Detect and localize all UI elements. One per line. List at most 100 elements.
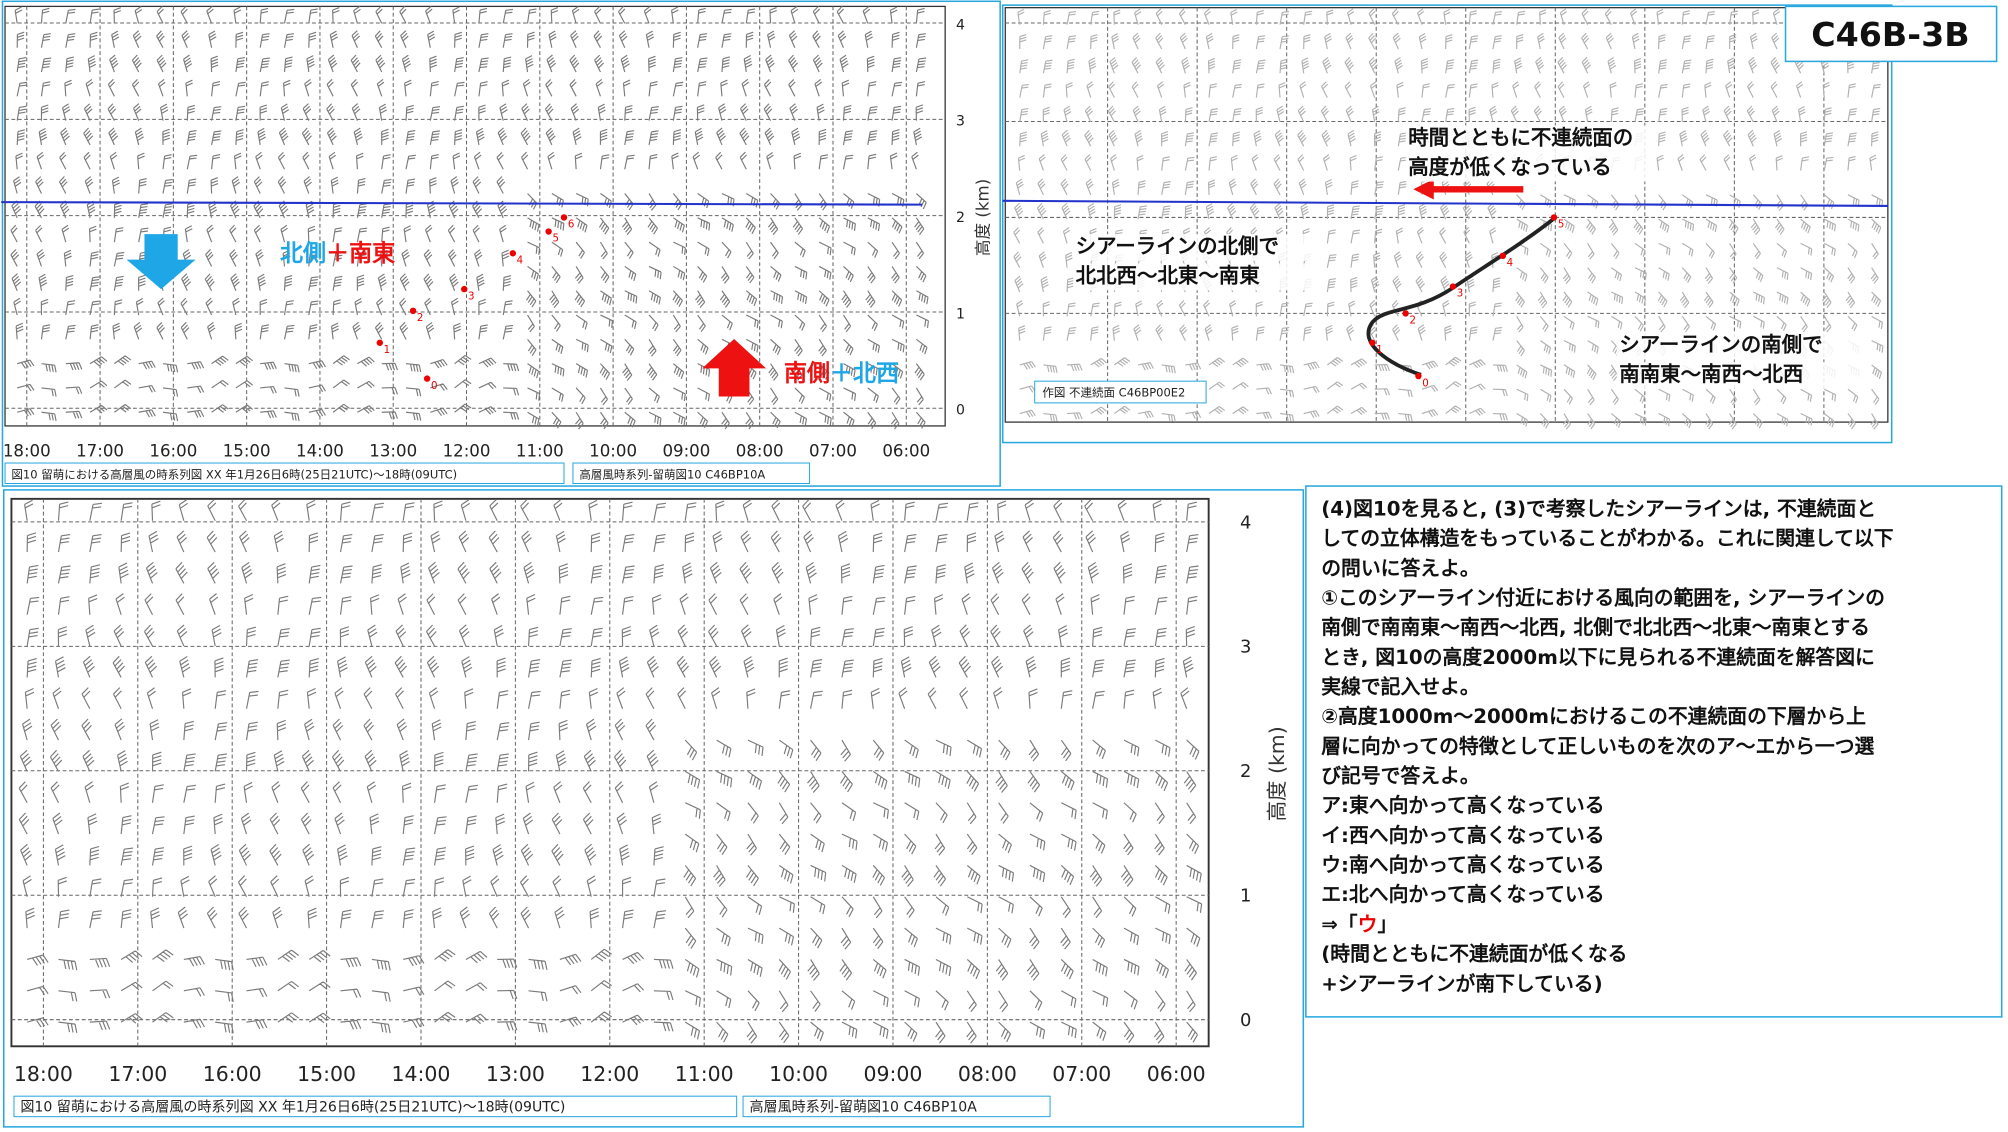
question-line: ①このシアーライン付近における風向の範囲を, シアーラインの bbox=[1321, 587, 1885, 610]
time-label: 17:00 bbox=[76, 442, 124, 461]
height-label: 3 bbox=[956, 114, 965, 130]
note-text: シアーラインの北側で bbox=[1076, 234, 1279, 258]
time-label: 10:00 bbox=[589, 442, 637, 461]
height-label: 2 bbox=[1240, 761, 1251, 782]
trend-arrow-head bbox=[1413, 179, 1434, 200]
time-label: 07:00 bbox=[809, 442, 857, 461]
time-label: 11:00 bbox=[675, 1062, 734, 1086]
wind-barbs bbox=[10, 5, 929, 430]
marker bbox=[1550, 214, 1558, 221]
note-text: 南南東～南西～北西 bbox=[1619, 362, 1803, 386]
note-bg bbox=[1405, 125, 1657, 153]
time-label: 16:00 bbox=[149, 442, 197, 461]
caption-box bbox=[1034, 380, 1207, 404]
height-label: 0 bbox=[956, 403, 965, 419]
time-label: 18:00 bbox=[14, 1062, 73, 1086]
time-label: 16:00 bbox=[203, 1062, 262, 1086]
question-line: (4)図10を見ると, (3)で考察したシアーラインは, 不連続面と bbox=[1321, 497, 1876, 520]
question-line: 南側で南南東～南西～北西, 北側で北北西～北東～南東とする bbox=[1321, 616, 1870, 639]
marker-label: 0 bbox=[431, 381, 438, 392]
time-label: 09:00 bbox=[863, 1062, 922, 1086]
marker-label: 3 bbox=[1457, 289, 1464, 300]
note-part: ＋南東 bbox=[326, 241, 395, 267]
marker bbox=[509, 250, 517, 257]
marker bbox=[461, 285, 468, 293]
discontinuity-line bbox=[1002, 199, 1888, 207]
caption-box bbox=[742, 1095, 1051, 1118]
marker bbox=[1449, 283, 1457, 290]
marker-label: 2 bbox=[1409, 316, 1416, 327]
question-line: しての立体構造をもっていることがわかる。これに関連して以下 bbox=[1321, 527, 1894, 550]
marker-label: 3 bbox=[468, 291, 475, 302]
question-line: び記号で答えよ。 bbox=[1321, 765, 1480, 788]
caption-box bbox=[13, 1095, 738, 1118]
caption: 作図 不連続面 C46BP00E2 bbox=[1042, 386, 1185, 400]
badge-box bbox=[1784, 5, 1998, 63]
answer-part: 」 bbox=[1377, 913, 1397, 936]
marker bbox=[560, 214, 568, 221]
note-text: 時間とともに不連続面の bbox=[1408, 126, 1633, 150]
note-bg bbox=[1616, 361, 1868, 389]
marker bbox=[1499, 252, 1507, 260]
marker-label: 5 bbox=[552, 234, 559, 245]
time-label: 12:00 bbox=[580, 1062, 639, 1086]
note-line: +シアーラインが南下している) bbox=[1321, 972, 1602, 995]
question-line: ア:東へ向かって高くなっている bbox=[1321, 794, 1604, 817]
answer-part: ⇒「 bbox=[1321, 913, 1358, 936]
question-line: エ:北へ向かって高くなっている bbox=[1321, 883, 1604, 906]
time-label: 09:00 bbox=[662, 442, 710, 461]
panel-border bbox=[2, 489, 1305, 1128]
answer-part: ウ bbox=[1358, 913, 1378, 936]
badge: C46B-3B bbox=[1811, 15, 1969, 54]
time-label: 08:00 bbox=[958, 1062, 1017, 1086]
plot-frame bbox=[1004, 7, 1889, 423]
north-note: 北側＋南東 bbox=[280, 241, 395, 267]
top-left-panel: 18:00 17:00 16:00 15:00 14:00 13:00 12:00 11:00… bbox=[1, 0, 1001, 487]
marker bbox=[1369, 339, 1376, 346]
time-label: 14:00 bbox=[392, 1062, 451, 1086]
question-line: とき, 図10の高度2000m以下に見られる不連続面を解答図に bbox=[1321, 646, 1875, 669]
caption: 図10 留萌における高層風の時系列図 XX 年1月26日6時(25日21UTC)… bbox=[11, 467, 457, 481]
wind-barbs bbox=[18, 499, 1203, 1044]
marker-label: 5 bbox=[1558, 220, 1565, 231]
time-label: 17:00 bbox=[108, 1062, 167, 1086]
bottom-panel: 18:00 17:00 16:00 15:00 14:00 13:00 12:00 11:00… bbox=[2, 489, 1305, 1128]
height-label: 4 bbox=[956, 17, 965, 33]
question-line: の問いに答えよ。 bbox=[1321, 557, 1480, 580]
time-label: 08:00 bbox=[736, 442, 784, 461]
marker-label: 6 bbox=[568, 220, 575, 231]
south-note: 南側＋北西 bbox=[784, 361, 899, 387]
marker bbox=[1415, 372, 1422, 380]
question-line: 層に向かっての特徴として正しいものを次のア～エから一つ選 bbox=[1321, 735, 1874, 758]
marker bbox=[376, 339, 383, 346]
caption: 図10 留萌における高層風の時系列図 XX 年1月26日6時(25日21UTC)… bbox=[20, 1099, 565, 1116]
note-bg bbox=[1405, 154, 1657, 182]
height-label: 4 bbox=[1240, 512, 1251, 533]
question-line: ②高度1000m～2000mにおけるこの不連続面の下層から上 bbox=[1321, 705, 1866, 728]
note-part: 南側 bbox=[784, 361, 830, 387]
note-text: 高度が低くなっている bbox=[1408, 155, 1612, 179]
top-right-panel: 0 1 2 3 4 5 時間とともに不連続面の高度が低くなっているシアーラインの北側で北北西… bbox=[1001, 4, 1893, 444]
marker bbox=[1402, 310, 1409, 317]
note-bg bbox=[1616, 332, 1868, 360]
time-label: 13:00 bbox=[369, 442, 417, 461]
marker-label: 1 bbox=[384, 345, 391, 356]
question-box bbox=[1305, 485, 2003, 1018]
time-label: 12:00 bbox=[443, 442, 491, 461]
marker bbox=[409, 307, 417, 315]
panel-border bbox=[1001, 4, 1893, 444]
time-label: 06:00 bbox=[1147, 1062, 1206, 1086]
time-label: 15:00 bbox=[297, 1062, 356, 1086]
question-line: イ:西へ向かって高くなっている bbox=[1321, 824, 1604, 847]
marker-label: 4 bbox=[517, 255, 524, 266]
note-part: ＋北西 bbox=[830, 361, 899, 387]
note-text: シアーラインの南側で bbox=[1619, 333, 1822, 357]
answer-line: ⇒「ウ」 bbox=[1321, 913, 1397, 936]
axis-label: 高度 (km) bbox=[1265, 726, 1289, 821]
time-label: 06:00 bbox=[882, 442, 930, 461]
note-text: 北北西～北東～南東 bbox=[1076, 264, 1261, 288]
question-line: ウ:南へ向かって高くなっている bbox=[1321, 854, 1604, 877]
shear-line-curve bbox=[1366, 215, 1557, 377]
time-label: 10:00 bbox=[769, 1062, 828, 1086]
